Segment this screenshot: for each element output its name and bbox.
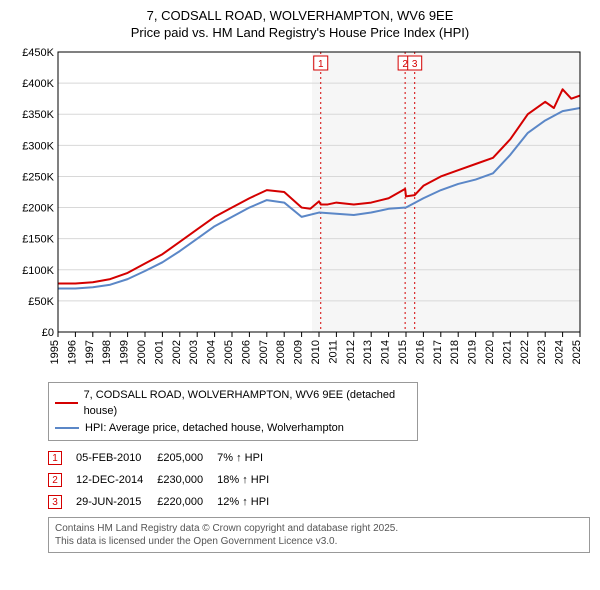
legend-swatch-2 [55, 427, 79, 429]
event-price: £220,000 [157, 491, 217, 513]
legend-item-1: 7, CODSALL ROAD, WOLVERHAMPTON, WV6 9EE … [55, 387, 411, 420]
event-date: 12-DEC-2014 [76, 469, 157, 491]
svg-text:2008: 2008 [275, 340, 287, 364]
svg-text:1998: 1998 [101, 340, 113, 364]
event-delta: 7% ↑ HPI [217, 447, 283, 469]
legend-label-1: 7, CODSALL ROAD, WOLVERHAMPTON, WV6 9EE … [84, 387, 411, 420]
svg-text:2012: 2012 [345, 340, 357, 364]
svg-text:2022: 2022 [519, 340, 531, 364]
event-price: £205,000 [157, 447, 217, 469]
event-date: 29-JUN-2015 [76, 491, 157, 513]
svg-text:2017: 2017 [432, 340, 444, 364]
svg-text:2010: 2010 [310, 340, 322, 364]
svg-text:£0: £0 [42, 327, 54, 339]
events-table: 1 05-FEB-2010£205,0007% ↑ HPI 2 12-DEC-2014… [48, 447, 283, 513]
event-marker-2: 2 [48, 473, 62, 487]
title-block: 7, CODSALL ROAD, WOLVERHAMPTON, WV6 9EE … [0, 0, 600, 46]
svg-text:2016: 2016 [414, 340, 426, 364]
event-marker-1: 1 [48, 451, 62, 465]
svg-text:2023: 2023 [536, 340, 548, 364]
event-marker-3: 3 [48, 495, 62, 509]
svg-text:2015: 2015 [397, 340, 409, 364]
footer: Contains HM Land Registry data © Crown c… [48, 517, 590, 553]
svg-text:2021: 2021 [501, 340, 513, 364]
svg-text:2003: 2003 [188, 340, 200, 364]
legend-item-2: HPI: Average price, detached house, Wolv… [55, 420, 411, 437]
svg-text:£100K: £100K [22, 265, 54, 277]
table-row: 2 12-DEC-2014£230,00018% ↑ HPI [48, 469, 283, 491]
svg-text:2000: 2000 [136, 340, 148, 364]
svg-text:£350K: £350K [22, 109, 54, 121]
legend-label-2: HPI: Average price, detached house, Wolv… [85, 420, 344, 437]
svg-text:1995: 1995 [49, 340, 61, 364]
svg-text:2007: 2007 [258, 340, 270, 364]
table-row: 3 29-JUN-2015£220,00012% ↑ HPI [48, 491, 283, 513]
svg-text:1999: 1999 [119, 340, 131, 364]
svg-text:1997: 1997 [84, 340, 96, 364]
svg-text:£150K: £150K [22, 233, 54, 245]
svg-text:2005: 2005 [223, 340, 235, 364]
svg-text:2001: 2001 [153, 340, 165, 364]
svg-text:2014: 2014 [380, 340, 392, 364]
event-price: £230,000 [157, 469, 217, 491]
legend: 7, CODSALL ROAD, WOLVERHAMPTON, WV6 9EE … [48, 382, 418, 442]
svg-text:£400K: £400K [22, 78, 54, 90]
legend-swatch-1 [55, 402, 78, 404]
footer-line-1: Contains HM Land Registry data © Crown c… [55, 522, 583, 535]
svg-text:£50K: £50K [28, 296, 54, 308]
footer-line-2: This data is licensed under the Open Gov… [55, 535, 583, 548]
svg-text:2009: 2009 [293, 340, 305, 364]
svg-text:£450K: £450K [22, 47, 54, 59]
svg-text:2018: 2018 [449, 340, 461, 364]
svg-text:£250K: £250K [22, 171, 54, 183]
title-line-2: Price paid vs. HM Land Registry's House … [0, 25, 600, 42]
event-delta: 12% ↑ HPI [217, 491, 283, 513]
svg-text:2020: 2020 [484, 340, 496, 364]
svg-text:2004: 2004 [206, 340, 218, 364]
svg-text:£200K: £200K [22, 202, 54, 214]
chart-container: 7, CODSALL ROAD, WOLVERHAMPTON, WV6 9EE … [0, 0, 600, 553]
svg-text:1996: 1996 [66, 340, 78, 364]
svg-text:2011: 2011 [327, 340, 339, 364]
svg-text:£300K: £300K [22, 140, 54, 152]
svg-text:2006: 2006 [240, 340, 252, 364]
event-delta: 18% ↑ HPI [217, 469, 283, 491]
event-date: 05-FEB-2010 [76, 447, 157, 469]
chart-area: £0 £50K £100K £150K £200K £250K £300K £350K £400… [10, 46, 590, 376]
svg-text:2025: 2025 [571, 340, 583, 364]
svg-text:1: 1 [318, 59, 324, 70]
svg-text:2024: 2024 [554, 340, 566, 364]
line-chart-svg: £0 £50K £100K £150K £200K £250K £300K £350K £400… [10, 46, 590, 376]
svg-text:2019: 2019 [467, 340, 479, 364]
table-row: 1 05-FEB-2010£205,0007% ↑ HPI [48, 447, 283, 469]
title-line-1: 7, CODSALL ROAD, WOLVERHAMPTON, WV6 9EE [0, 8, 600, 25]
svg-text:2002: 2002 [171, 340, 183, 364]
svg-text:2013: 2013 [362, 340, 374, 364]
svg-text:3: 3 [412, 59, 418, 70]
